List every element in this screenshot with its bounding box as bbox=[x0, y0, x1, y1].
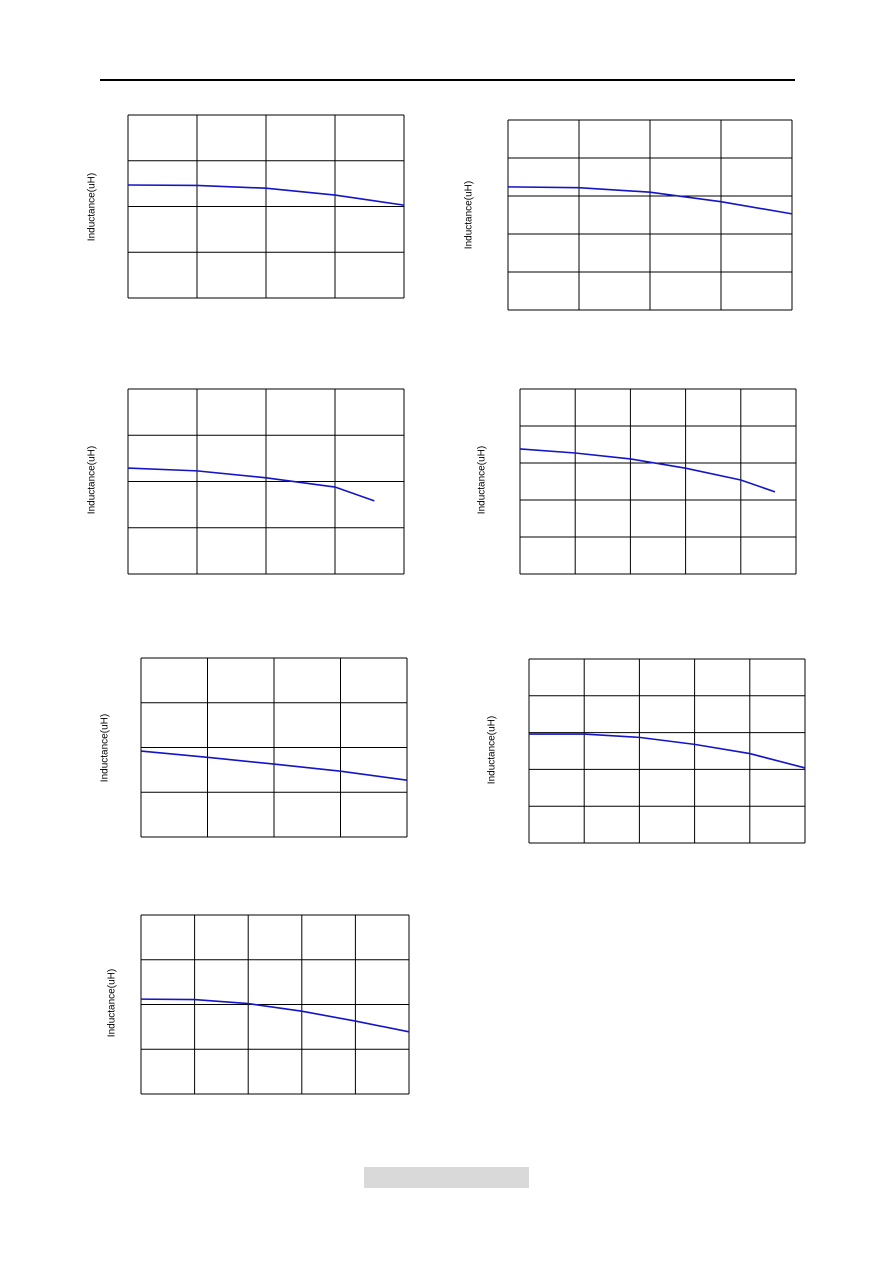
curve bbox=[140, 750, 408, 781]
y-axis-label: Inductance(uH) bbox=[107, 969, 118, 1037]
curve bbox=[507, 186, 793, 215]
y-axis-label: Inductance(uH) bbox=[87, 446, 98, 514]
y-axis-label: Inductance(uH) bbox=[87, 173, 98, 241]
y-axis-label: Inductance(uH) bbox=[487, 716, 498, 784]
curve bbox=[140, 998, 410, 1033]
y-axis-label: Inductance(uH) bbox=[464, 181, 475, 249]
curve bbox=[529, 733, 806, 769]
curve bbox=[127, 184, 405, 206]
y-axis-label: Inductance(uH) bbox=[477, 446, 488, 514]
curve bbox=[519, 448, 776, 493]
curve bbox=[127, 467, 375, 502]
footer-box bbox=[364, 1167, 529, 1188]
y-axis-label: Inductance(uH) bbox=[100, 714, 111, 782]
